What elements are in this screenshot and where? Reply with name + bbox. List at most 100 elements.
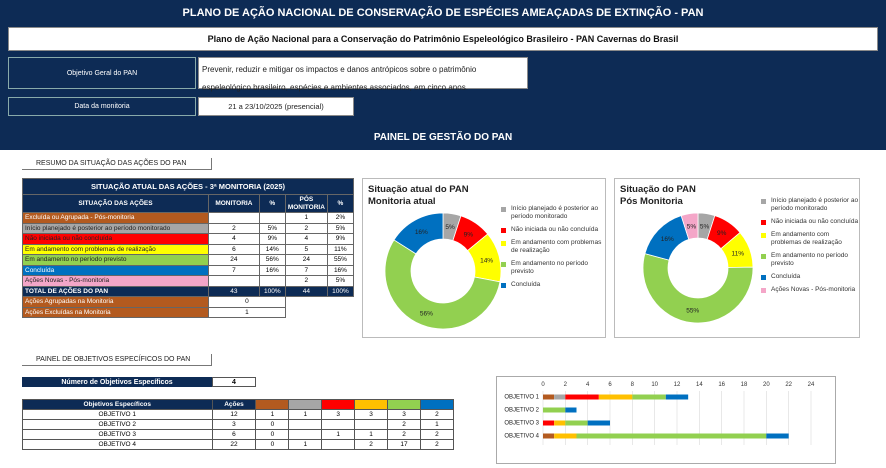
objectives-count-value: 4 [212, 377, 256, 387]
status-label: Excluída ou Agrupada - Pós-monitoria [22, 212, 209, 224]
objective-label: Objetivo Geral do PAN [8, 57, 196, 89]
legend-item: Não iniciada ou não concluída [761, 218, 859, 226]
legend-item: Em andamento no período previsto [761, 252, 859, 268]
objective-status-count [321, 439, 356, 450]
status-pos-pct: 9% [326, 233, 355, 245]
objective-status-count: 2 [419, 439, 455, 450]
bar-segment [576, 433, 767, 439]
objective-actions-count: 3 [211, 419, 257, 430]
objective-status-count: 1 [321, 429, 356, 440]
monitoring-date-value-box: 21 a 23/10/2025 (presencial) [198, 97, 354, 116]
pie-slice-label: 11% [732, 251, 745, 258]
bar-segment [632, 394, 666, 400]
plan-name-box: Plano de Ação Nacional para a Conservaçã… [8, 27, 878, 51]
status-monitoria-pct: 9% [258, 233, 286, 245]
current-status-chart: Situação atual do PAN Monitoria atual 5%… [362, 178, 606, 338]
excluded-actions-value: 1 [208, 306, 286, 318]
x-tick-label: 14 [696, 382, 703, 388]
objective-status-count: 3 [354, 409, 389, 420]
bar-segment [565, 394, 599, 400]
pie-slice-label: 16% [415, 229, 428, 236]
status-monitoria [208, 275, 260, 287]
legend-item: Concluída [761, 273, 859, 281]
pie-slice [393, 212, 444, 255]
current-chart-title-line1: Situação atual do PAN [368, 184, 469, 195]
bar-segment [543, 433, 555, 439]
legend-label: Não iniciada ou não concluída [511, 226, 599, 233]
pie-slice [384, 239, 501, 330]
objectives-name-header: Objetivos Específicos [22, 399, 213, 410]
objective-status-count: 1 [288, 409, 323, 420]
total-monitoria: 43 [208, 285, 260, 297]
status-label: Em andamento no período previsto [22, 254, 209, 266]
status-monitoria-pct: 56% [258, 254, 286, 266]
status-color-header [255, 399, 290, 410]
status-pos-pct: 5% [326, 275, 355, 287]
status-pos: 4 [284, 233, 328, 245]
pie-slice-label: 14% [480, 257, 493, 264]
status-pos-pct: 55% [326, 254, 355, 266]
objectives-bar-chart: 0 2 4 6 8 10 12 14 16 18 20 22 24 OBJETIVO 1 OBJETIVO … [496, 376, 836, 464]
legend-swatch [501, 283, 506, 288]
excluded-actions-label: Ações Excluídas na Monitoria [22, 306, 209, 318]
legend-label: Em andamento com problemas de realização [771, 231, 842, 246]
total-pos: 44 [284, 285, 328, 297]
y-category-label: OBJETIVO 1 [504, 395, 539, 401]
objective-status-count: 1 [255, 409, 290, 420]
status-monitoria-pct: 14% [258, 243, 286, 255]
total-row-label: TOTAL DE AÇÕES DO PAN [22, 285, 209, 297]
objective-name: OBJETIVO 2 [22, 419, 213, 430]
objectives-table: Objetivos Específicos Ações OBJETIVO 1 12… [22, 399, 455, 450]
legend-label: Em andamento com problemas de realização [511, 239, 602, 254]
grouped-actions-label: Ações Agrupadas na Monitoria [22, 296, 209, 308]
pie-slice-label: 55% [686, 308, 699, 315]
objective-status-count: 1 [419, 419, 455, 430]
bar-segment [598, 394, 633, 400]
status-pos: 24 [284, 254, 328, 266]
bar-segment [565, 420, 588, 426]
status-pos-pct: 2% [326, 212, 355, 224]
status-monitoria [208, 212, 260, 224]
status-pos: 7 [284, 264, 328, 276]
x-tick-label: 0 [541, 382, 545, 388]
status-label: Não iniciada ou não concluída [22, 233, 209, 245]
x-tick-label: 6 [608, 382, 612, 388]
legend-swatch [761, 220, 766, 225]
total-pos-pct: 100% [326, 285, 355, 297]
legend-swatch [761, 275, 766, 280]
post-status-chart: Situação do PAN Pós Monitoria 5% 9% 11% 55%… [614, 178, 860, 338]
monitoring-date-value: 21 a 23/10/2025 (presencial) [228, 102, 324, 111]
x-tick-label: 2 [564, 382, 568, 388]
status-row: Ações Novas - Pós-monitoria 2 5% [22, 275, 355, 287]
legend-label: Em andamento no período previsto [771, 252, 848, 267]
pie-slice-label: 5% [700, 224, 710, 231]
status-label: Início planejado é posterior ao período … [22, 222, 209, 234]
legend-swatch [501, 207, 506, 212]
status-label: Ações Novas - Pós-monitoria [22, 275, 209, 287]
post-status-pie: 5% 9% 11% 55% 16% 5% [642, 212, 754, 324]
objective-status-count: 2 [419, 409, 455, 420]
pie-slice-label: 9% [717, 230, 727, 237]
objective-status-count: 2 [354, 439, 389, 450]
x-tick-label: 12 [674, 382, 681, 388]
monitoria-col-header: MONITORIA [208, 194, 260, 213]
bar-segment [587, 420, 610, 426]
post-chart-title-line1: Situação do PAN [620, 184, 696, 195]
summary-section-label: RESUMO DA SITUAÇÃO DAS AÇÕES DO PAN [22, 158, 212, 170]
legend-swatch [501, 228, 506, 233]
plan-name: Plano de Ação Nacional para a Conservaçã… [207, 34, 679, 44]
objective-status-count: 17 [387, 439, 421, 450]
objective-status-count: 3 [387, 409, 421, 420]
current-chart-title: Situação atual do PAN Monitoria atual [368, 184, 469, 208]
objective-row: OBJETIVO 4 22 0 1 2 17 2 [22, 439, 455, 450]
objective-name: OBJETIVO 3 [22, 429, 213, 440]
x-tick-label: 22 [785, 382, 792, 388]
legend-label: Não iniciada ou não concluída [771, 218, 859, 225]
objective-status-count: 1 [354, 429, 389, 440]
current-chart-title-line2: Monitoria atual [368, 196, 436, 207]
objective-status-count: 0 [255, 419, 290, 430]
objectives-count-label: Número de Objetivos Específicos [22, 377, 212, 387]
